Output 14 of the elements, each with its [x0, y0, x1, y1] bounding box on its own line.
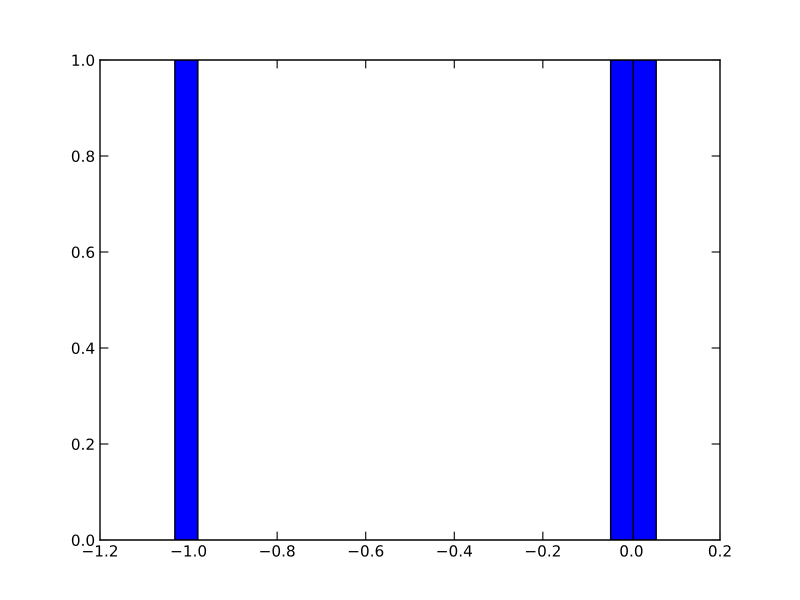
x-tick-label: −0.4 — [437, 545, 472, 557]
x-tick-label: 0.2 — [708, 545, 731, 557]
y-tick-label: 0.0 — [72, 534, 94, 546]
y-tick-label: 0.6 — [72, 246, 94, 258]
x-tick-label: −0.2 — [526, 545, 560, 557]
x-tick-label: 0.0 — [620, 545, 643, 557]
x-tick-label: −1.2 — [83, 545, 118, 556]
y-tick-label: 0.8 — [72, 150, 94, 162]
y-tick-label: 0.4 — [72, 342, 94, 354]
y-tick-label: 0.2 — [72, 438, 94, 450]
x-tick-label: −0.8 — [260, 545, 295, 557]
y-tick-label: 1.0 — [72, 54, 94, 66]
x-tick-label: −0.6 — [348, 545, 384, 557]
x-tick-label: −1.0 — [172, 545, 206, 557]
